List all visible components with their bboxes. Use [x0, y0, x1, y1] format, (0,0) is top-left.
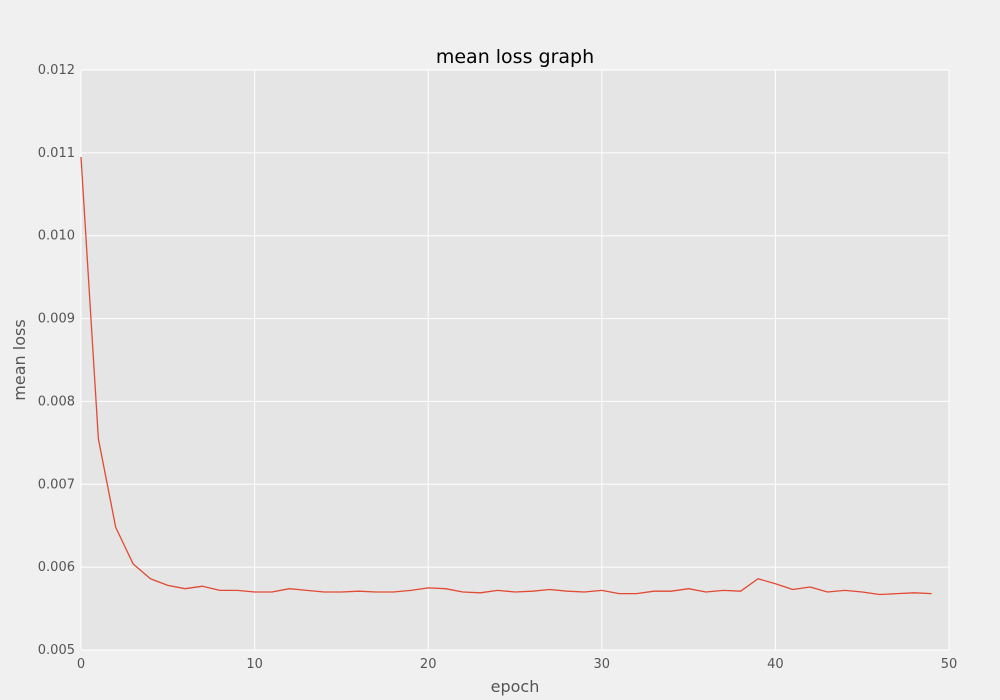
- mean-loss-series-line: [80, 156, 932, 596]
- y-tick-label: 0.005: [38, 643, 75, 658]
- y-tick-label: 0.006: [38, 560, 75, 575]
- y-tick-label: 0.010: [38, 229, 75, 244]
- series-layer: [80, 156, 932, 596]
- y-tick-label: 0.009: [38, 312, 75, 327]
- x-tick-label: 50: [941, 657, 958, 672]
- x-axis-label: epoch: [491, 677, 540, 696]
- y-tick-label: 0.011: [38, 146, 75, 161]
- y-tick-label: 0.007: [38, 477, 75, 492]
- x-tick-label: 30: [594, 657, 611, 672]
- x-tick-label: 10: [246, 657, 263, 672]
- y-tick-label: 0.008: [38, 394, 75, 409]
- y-axis-label: mean loss: [10, 319, 29, 400]
- grid: [80, 69, 950, 651]
- x-axis-ticks: 0 10 20 30 40 50: [77, 657, 957, 672]
- x-tick-label: 40: [767, 657, 784, 672]
- chart-title: mean loss graph: [436, 46, 594, 68]
- y-axis-ticks: 0.005 0.006 0.007 0.008 0.009 0.010 0.011 0.012: [38, 63, 75, 658]
- x-tick-label: 0: [77, 657, 85, 672]
- plot-area: [81, 70, 949, 650]
- x-tick-label: 20: [420, 657, 437, 672]
- y-tick-label: 0.012: [38, 63, 75, 78]
